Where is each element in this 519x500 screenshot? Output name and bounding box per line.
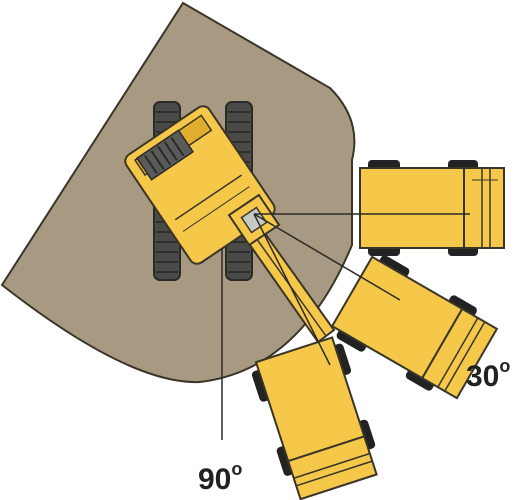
- angle-label-30: 30o: [466, 356, 510, 393]
- dump-truck-30-degrees: [330, 255, 499, 400]
- engine-grille: [135, 129, 195, 181]
- angle-label-90: 90o: [198, 459, 242, 496]
- dump-truck-straight: [359, 160, 505, 256]
- swing-angle-lines: [221, 213, 470, 440]
- dump-truck-90-degrees: [251, 336, 378, 500]
